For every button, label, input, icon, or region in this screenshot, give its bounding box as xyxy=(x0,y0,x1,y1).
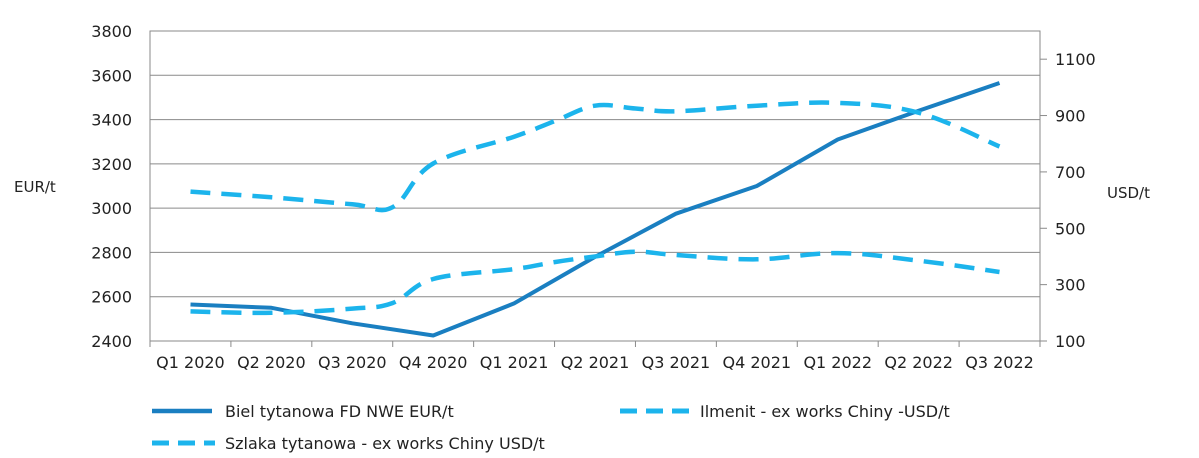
x-tick-label: Q3 2021 xyxy=(642,353,711,372)
series-line-2 xyxy=(190,100,1001,213)
plot-border xyxy=(149,30,1041,342)
legend-label-szlaka: Szlaka tytanowa - ex works Chiny USD/t xyxy=(225,434,545,453)
right-tick-label: 1100 xyxy=(1055,50,1096,69)
series-line-1 xyxy=(190,249,1000,316)
right-tick-label: 300 xyxy=(1055,276,1086,295)
left-tick-label: 3200 xyxy=(91,155,132,174)
right-tick-label: 700 xyxy=(1055,163,1086,182)
plot-area xyxy=(149,30,1041,342)
right-axis-label: USD/t xyxy=(1107,184,1150,202)
right-tick-label: 500 xyxy=(1055,219,1086,238)
left-axis-ticks: 2400 2600 2800 3000 3200 3400 3600 3800 xyxy=(91,22,132,351)
legend-item-szlaka: Szlaka tytanowa - ex works Chiny USD/t xyxy=(152,434,545,453)
left-tick-label: 3800 xyxy=(91,22,132,41)
left-tick-label: 2800 xyxy=(91,243,132,262)
left-tick-label: 3400 xyxy=(91,111,132,130)
legend-label-ilmenit: Ilmenit - ex works Chiny -USD/t xyxy=(700,402,950,421)
x-tick-label: Q2 2022 xyxy=(884,353,953,372)
x-tick-label: Q1 2020 xyxy=(156,353,225,372)
left-tick-label: 3000 xyxy=(91,199,132,218)
x-axis-ticks: Q1 2020 Q2 2020 Q3 2020 Q4 2020 Q1 2021 Q2 20… xyxy=(156,353,1034,372)
legend-label-biel: Biel tytanowa FD NWE EUR/t xyxy=(225,402,454,421)
x-tick-label: Q3 2022 xyxy=(965,353,1034,372)
series-lines xyxy=(190,81,1001,338)
left-tick-label: 2400 xyxy=(91,332,132,351)
legend-item-biel: Biel tytanowa FD NWE EUR/t xyxy=(152,402,454,421)
x-tick-label: Q4 2021 xyxy=(723,353,792,372)
x-tick-label: Q1 2022 xyxy=(803,353,872,372)
series-line-0 xyxy=(190,81,1001,338)
x-tick-label: Q4 2020 xyxy=(399,353,468,372)
right-tick-label: 900 xyxy=(1055,107,1086,126)
right-axis-ticks: 100 300 500 700 900 1100 xyxy=(1055,50,1096,351)
gridlines xyxy=(149,30,1047,347)
left-tick-label: 3600 xyxy=(91,66,132,85)
legend-item-ilmenit: Ilmenit - ex works Chiny -USD/t xyxy=(620,402,950,421)
left-tick-label: 2600 xyxy=(91,288,132,307)
left-axis-label: EUR/t xyxy=(14,178,56,196)
x-tick-label: Q2 2020 xyxy=(237,353,306,372)
legend: Biel tytanowa FD NWE EUR/t Ilmenit - ex … xyxy=(152,402,950,453)
x-tick-label: Q2 2021 xyxy=(561,353,630,372)
x-tick-label: Q3 2020 xyxy=(318,353,387,372)
x-tick-label: Q1 2021 xyxy=(480,353,549,372)
right-tick-label: 100 xyxy=(1055,332,1086,351)
